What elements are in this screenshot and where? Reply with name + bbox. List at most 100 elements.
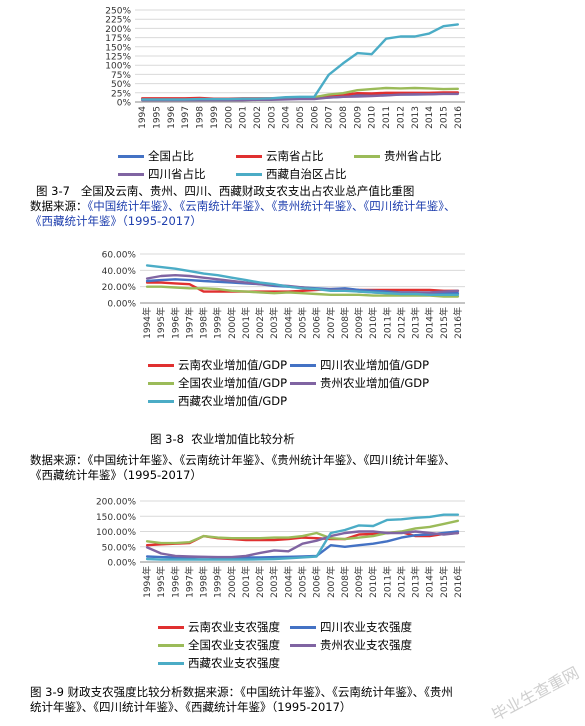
- legend-label: 云南农业增加值/GDP: [178, 358, 288, 372]
- x-tick-label: 1997年: [183, 307, 195, 339]
- x-tick-label: 2001: [239, 106, 249, 129]
- x-tick-label: 1996年: [169, 307, 181, 339]
- x-tick-label: 2014年: [424, 566, 436, 598]
- y-tick-label: 175%: [105, 34, 131, 44]
- x-tick-label: 1998年: [198, 307, 210, 339]
- legend-swatch: [290, 626, 316, 629]
- legend-swatch: [148, 382, 174, 385]
- x-tick-label: 2005年: [297, 566, 309, 598]
- legend-item: 贵州农业增加值/GDP: [290, 375, 429, 391]
- x-tick-label: 2011: [382, 106, 392, 129]
- x-tick-label: 2009年: [353, 307, 365, 339]
- y-tick-label: 20.00%: [102, 283, 137, 293]
- x-tick-label: 2010: [368, 106, 378, 129]
- y-tick-label: 25%: [111, 89, 131, 99]
- x-tick-label: 1999年: [212, 307, 224, 339]
- x-tick-label: 2000: [224, 106, 234, 129]
- x-tick-label: 1995年: [155, 566, 167, 598]
- watermark: 毕业生查重网: [488, 662, 583, 725]
- x-tick-label: 2010年: [367, 307, 379, 339]
- x-tick-label: 2000年: [226, 307, 238, 339]
- x-tick-label: 1998: [196, 106, 206, 129]
- legend-label: 西藏农业支农强度: [188, 656, 280, 670]
- caption-line-1: 图 3-9 财政支农强度比较分析数据来源：《中国统计年鉴》、《云南统计年鉴》、《…: [30, 685, 453, 699]
- series-line: [140, 23, 459, 101]
- x-tick-label: 2011年: [381, 307, 393, 339]
- x-tick-label: 2007年: [325, 566, 337, 598]
- legend-label: 贵州农业增加值/GDP: [320, 376, 430, 390]
- series-line: [145, 530, 460, 559]
- x-tick-label: 2016年: [452, 566, 464, 598]
- legend-swatch: [158, 662, 184, 665]
- legend-item: 西藏农业增加值/GDP: [148, 393, 287, 409]
- y-tick-label: 200.00%: [96, 498, 136, 508]
- x-tick-label: 2006: [310, 106, 320, 129]
- x-tick-label: 2008: [339, 106, 349, 129]
- series-line: [145, 264, 460, 296]
- x-tick-label: 1994: [138, 106, 148, 129]
- chart-3-support-intensity: 0.00% 50.00% 100.00% 150.00% 200.00% 1994年 199…: [0, 492, 585, 607]
- x-tick-label: 2003年: [268, 307, 280, 339]
- legend-label: 西藏自治区占比: [266, 167, 347, 181]
- legend-swatch: [148, 400, 174, 403]
- legend-label: 西藏农业增加值/GDP: [178, 394, 288, 408]
- source-years: （1995-2017）: [122, 214, 202, 228]
- y-tick-label: 50.00%: [102, 543, 137, 553]
- x-tick-label: 2015年: [438, 566, 450, 598]
- legend-label: 四川农业增加值/GDP: [320, 358, 430, 372]
- legend-item: 全国农业支农强度: [158, 637, 280, 653]
- legend-label: 全国占比: [148, 149, 194, 163]
- x-tick-label: 2011年: [381, 566, 393, 598]
- source-yearbooks: 《中国统计年鉴》、《云南统计年鉴》、《贵州统计年鉴》、《四川统计年鉴》、: [87, 199, 456, 213]
- y-tick-label: 125%: [105, 53, 131, 63]
- series-line: [145, 285, 460, 298]
- y-tick-label: 100%: [105, 62, 131, 72]
- chart-1-svg: 0%25%50%75%100%125%150%175%200%225%250% 1…: [105, 7, 465, 129]
- source-line-1: 数据来源：《中国统计年鉴》、《云南统计年鉴》、《贵州统计年鉴》、《四川统计年鉴》…: [30, 453, 456, 467]
- x-tick-label: 2015年: [438, 307, 450, 339]
- x-tick-label: 2015: [439, 106, 449, 129]
- legend-item: 西藏农业支农强度: [158, 655, 280, 671]
- legend-item: 四川农业增加值/GDP: [290, 357, 429, 373]
- x-tick-label: 1998年: [198, 566, 210, 598]
- y-tick-label: 0%: [117, 99, 132, 109]
- legend-label: 云南农业支农强度: [188, 620, 280, 634]
- y-tick-label: 100.00%: [96, 528, 136, 538]
- legend-item: 云南农业增加值/GDP: [148, 357, 287, 373]
- x-tick-label: 2001年: [240, 307, 252, 339]
- x-tick-label: 1994年: [141, 307, 153, 339]
- figure-3-9-caption: 图 3-9 财政支农强度比较分析数据来源：《中国统计年鉴》、《云南统计年鉴》、《…: [30, 685, 453, 715]
- x-tick-label: 2013年: [410, 307, 422, 339]
- source-line-2: 《西藏统计年鉴》（1995-2017）: [30, 468, 202, 482]
- x-tick-label: 2005年: [297, 307, 309, 339]
- legend-item: 贵州省占比: [354, 148, 442, 164]
- x-tick-label: 1999: [210, 106, 220, 129]
- legend-label: 四川农业支农强度: [320, 620, 412, 634]
- y-tick-label: 250%: [105, 7, 131, 17]
- x-tick-label: 2008年: [339, 566, 351, 598]
- legend-item: 云南省占比: [236, 148, 324, 164]
- legend-swatch: [290, 644, 316, 647]
- legend-swatch: [236, 155, 262, 158]
- legend-label: 贵州省占比: [384, 149, 442, 163]
- legend-swatch: [290, 364, 316, 367]
- y-tick-label: 40.00%: [102, 267, 137, 277]
- legend-swatch: [354, 155, 380, 158]
- figure-3-7-caption: 图 3-7 全国及云南、贵州、四川、西藏财政支农支出占农业总产值比重图: [36, 184, 415, 198]
- x-tick-label: 2012年: [395, 307, 407, 339]
- x-tick-label: 2012: [396, 106, 406, 129]
- legend-item: 西藏自治区占比: [236, 166, 347, 182]
- x-tick-label: 2016: [454, 106, 464, 129]
- x-tick-label: 2013: [411, 106, 421, 129]
- y-tick-label: 50%: [111, 80, 131, 90]
- legend-swatch: [158, 626, 184, 629]
- legend-swatch: [148, 364, 174, 367]
- x-tick-label: 1997年: [183, 566, 195, 598]
- x-tick-label: 2005: [296, 106, 306, 129]
- source-yearbooks-2: 《西藏统计年鉴》: [30, 214, 122, 228]
- legend-swatch: [236, 173, 262, 176]
- x-tick-label: 2008年: [339, 307, 351, 339]
- caption-line-2: 统计年鉴》、《四川统计年鉴》、《西藏统计年鉴》（1995-2017）: [30, 700, 352, 714]
- chart-3-svg: 0.00%50.00%100.00%150.00%200.00%1994年 199…: [96, 498, 465, 598]
- y-tick-label: 75%: [111, 71, 131, 81]
